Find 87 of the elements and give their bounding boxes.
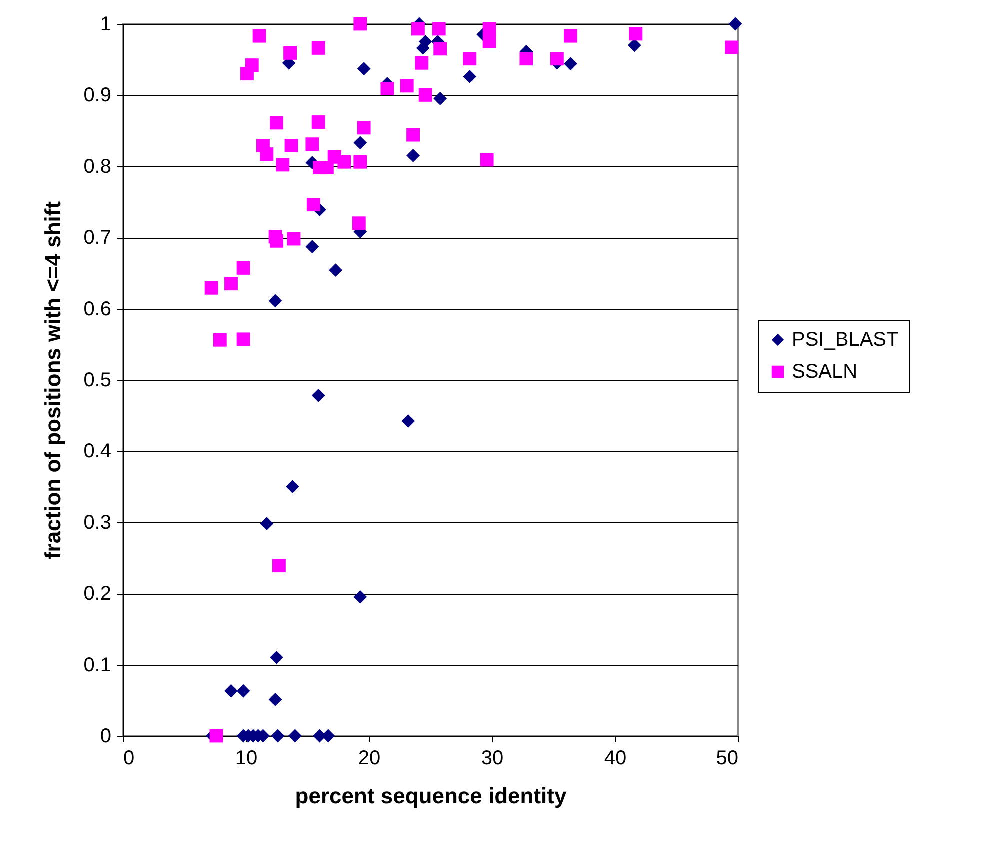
point [268, 692, 282, 706]
point [224, 684, 238, 698]
point [306, 198, 320, 212]
point [312, 42, 326, 55]
point [482, 35, 496, 49]
point [380, 82, 394, 96]
point [402, 414, 416, 428]
point [224, 277, 238, 291]
point [357, 62, 371, 76]
point [329, 264, 342, 278]
point [276, 158, 290, 172]
point [520, 52, 534, 66]
point [213, 333, 227, 347]
point [406, 149, 420, 162]
point [287, 232, 301, 246]
point [320, 161, 334, 175]
point [354, 155, 368, 169]
x-tick-label: 30 [481, 748, 504, 770]
y-tick-label: 0.9 [84, 84, 112, 107]
point [432, 22, 446, 36]
point [204, 281, 218, 295]
point [306, 138, 320, 152]
point [728, 17, 742, 31]
y-tick-label: 0.4 [84, 440, 112, 463]
point [236, 332, 250, 346]
y-tick-label: 0.2 [84, 583, 112, 606]
point [338, 155, 352, 169]
point [629, 27, 643, 41]
x-tick-label: 50 [716, 748, 738, 770]
point [434, 92, 448, 106]
point [270, 116, 284, 130]
point [415, 56, 429, 70]
point [725, 40, 739, 54]
point [284, 139, 298, 152]
y-tick-label: 0.8 [84, 156, 112, 178]
point [406, 128, 420, 142]
legend-label: SSALN [792, 361, 858, 383]
point [260, 517, 274, 531]
y-tick-label: 0.1 [84, 654, 112, 676]
point [354, 590, 368, 604]
legend-label: PSI_BLAST [792, 329, 899, 351]
y-tick-label: 0.7 [84, 227, 112, 250]
point [284, 46, 297, 60]
point [434, 42, 448, 56]
point [354, 136, 368, 150]
point [416, 42, 430, 55]
point [288, 729, 302, 743]
point [240, 67, 254, 81]
point [352, 216, 366, 230]
y-tick-label: 0.3 [84, 512, 112, 534]
point [268, 294, 282, 308]
point [354, 17, 368, 31]
point [236, 684, 250, 698]
point [270, 650, 284, 664]
point [564, 57, 578, 71]
x-tick-label: 10 [235, 748, 258, 770]
point [260, 148, 274, 162]
point [411, 22, 425, 36]
x-tick-label: 40 [604, 748, 627, 770]
point [252, 29, 266, 43]
y-tick-label: 0.6 [84, 298, 112, 320]
point [550, 52, 564, 66]
x-axis-title: percent sequence identity [295, 784, 568, 808]
point [418, 88, 432, 102]
point [463, 70, 477, 84]
x-tick-label: 0 [124, 748, 135, 770]
point [482, 22, 496, 36]
point [236, 262, 250, 275]
point [628, 38, 642, 52]
point [312, 116, 326, 129]
y-tick-label: 1 [100, 14, 112, 36]
point [357, 121, 371, 135]
x-tick-label: 20 [358, 748, 381, 770]
point [564, 29, 578, 43]
point [312, 388, 326, 402]
point [306, 240, 320, 254]
point [286, 480, 300, 494]
y-axis-title: fraction of positions with <=4 shift [40, 200, 66, 560]
point [271, 729, 285, 743]
y-tick-label: 0 [100, 726, 112, 748]
point [400, 79, 414, 93]
point [272, 559, 286, 573]
y-tick-label: 0.5 [84, 370, 112, 392]
point [270, 234, 284, 248]
point [210, 729, 224, 743]
point [463, 52, 477, 66]
point [480, 153, 494, 167]
